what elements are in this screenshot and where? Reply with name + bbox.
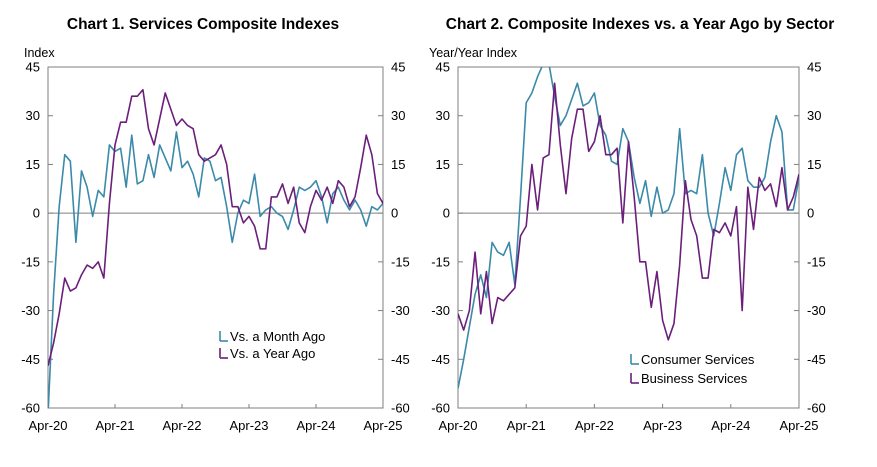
- x-tick-label: Apr-22: [575, 418, 614, 433]
- y-tick-label-left: 0: [33, 206, 40, 221]
- y-tick-label-right: 15: [807, 157, 821, 172]
- y-tick-label-left: -30: [431, 303, 450, 318]
- y-tick-label-left: 30: [26, 108, 40, 123]
- y-tick-label-left: -30: [21, 303, 40, 318]
- y-tick-label-left: 30: [436, 108, 450, 123]
- plot-frame: [47, 66, 384, 409]
- x-tick-label: Apr-25: [363, 418, 402, 433]
- series-line-2: [458, 82, 799, 341]
- y-tick-label-left: 0: [443, 206, 450, 221]
- y-tick-label-right: 45: [391, 60, 405, 75]
- legend-label: Vs. a Month Ago: [230, 329, 325, 344]
- x-tick-label: Apr-24: [296, 418, 335, 433]
- x-tick-label: Apr-23: [229, 418, 268, 433]
- series-line-2: [48, 88, 383, 366]
- series-line-1: [458, 67, 799, 389]
- y-tick-label-right: 15: [391, 157, 405, 172]
- x-tick-label: Apr-20: [438, 418, 477, 433]
- y-tick-label-right: -30: [391, 303, 410, 318]
- x-tick-label: Apr-23: [643, 418, 682, 433]
- plot-frame: [457, 66, 800, 409]
- x-tick-label: Apr-21: [95, 418, 134, 433]
- y-tick-label-left: 45: [436, 60, 450, 75]
- legend-label: Vs. a Year Ago: [230, 346, 315, 361]
- y-tick-label-right: 30: [807, 108, 821, 123]
- y-tick-label-right: -45: [391, 352, 410, 367]
- x-tick-label: Apr-24: [711, 418, 750, 433]
- y-tick-label-right: 0: [807, 206, 814, 221]
- x-tick-label: Apr-22: [162, 418, 201, 433]
- y-tick-label-left: 45: [26, 60, 40, 75]
- y-tick-label-left: -45: [431, 352, 450, 367]
- legend-label: Consumer Services: [641, 352, 755, 367]
- x-tick-label: Apr-25: [779, 418, 818, 433]
- y-tick-label-right: -15: [391, 254, 410, 269]
- y-tick-label-left: -60: [21, 401, 40, 416]
- chart-1: Chart 1. Services Composite Indexes Index…: [21, 16, 410, 433]
- x-tick-label: Apr-21: [507, 418, 546, 433]
- y-tick-label-left: -45: [21, 352, 40, 367]
- y-tick-label-right: -60: [391, 401, 410, 416]
- series-line-1: [48, 131, 383, 408]
- y-tick-label-right: 30: [391, 108, 405, 123]
- y-tick-label-right: -60: [807, 401, 826, 416]
- chart-title: Chart 2. Composite Indexes vs. a Year Ag…: [446, 16, 835, 33]
- y-tick-label-right: 45: [807, 60, 821, 75]
- y-tick-label-left: 15: [26, 157, 40, 172]
- chart-2: Chart 2. Composite Indexes vs. a Year Ag…: [429, 16, 834, 433]
- y-tick-label-left: 15: [436, 157, 450, 172]
- y-tick-label-right: -45: [807, 352, 826, 367]
- y-tick-label-right: -30: [807, 303, 826, 318]
- y-axis-label: Index: [24, 46, 55, 60]
- chart-title: Chart 1. Services Composite Indexes: [67, 16, 339, 33]
- legend-label: Business Services: [641, 371, 748, 386]
- y-tick-label-left: -60: [431, 401, 450, 416]
- y-tick-label-right: 0: [391, 206, 398, 221]
- x-tick-label: Apr-20: [28, 418, 67, 433]
- y-axis-label: Year/Year Index: [429, 46, 518, 60]
- y-tick-label-right: -15: [807, 254, 826, 269]
- y-tick-label-left: -15: [21, 254, 40, 269]
- y-tick-label-left: -15: [431, 254, 450, 269]
